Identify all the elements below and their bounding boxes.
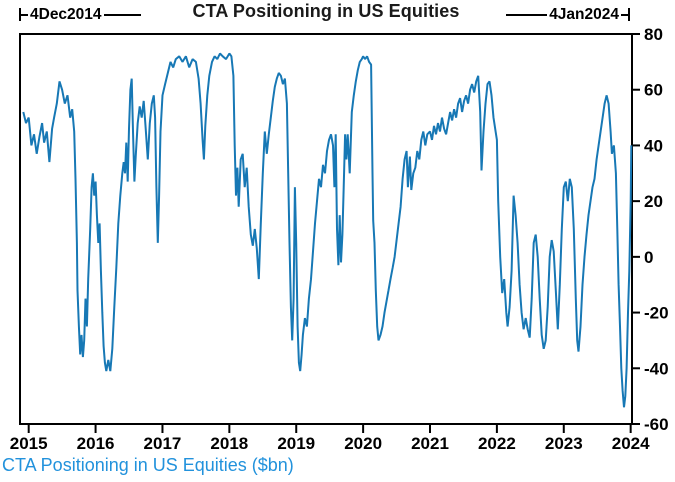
svg-text:2023: 2023 [545,434,583,453]
svg-text:2024: 2024 [612,434,650,453]
svg-text:-40: -40 [644,359,669,378]
svg-text:2018: 2018 [210,434,248,453]
end-date-label: 4Jan2024 [549,6,619,23]
start-bracket-line [21,13,28,16]
svg-text:2022: 2022 [478,434,516,453]
svg-text:2020: 2020 [344,434,382,453]
svg-text:2015: 2015 [10,434,48,453]
svg-text:60: 60 [644,81,663,100]
svg-text:40: 40 [644,136,663,155]
start-bracket-tick-icon [19,8,21,21]
y-axis-ticks: 80 60 40 20 0 -20 -40 -60 [633,25,669,434]
end-bracket-tick-icon [628,8,630,21]
svg-text:-20: -20 [644,304,669,323]
end-bracket-line [621,13,628,16]
plot-border [19,33,633,425]
start-date-annotation: 4Dec2014 [19,7,141,22]
start-date-label: 4Dec2014 [30,6,102,23]
svg-text:80: 80 [644,25,663,44]
svg-text:2017: 2017 [144,434,182,453]
svg-text:0: 0 [644,248,653,267]
svg-text:2021: 2021 [411,434,449,453]
cta-series-line [22,52,633,408]
x-axis-ticks: 2015 2016 2017 2018 2019 2020 2021 2022 2023 2024 [10,425,650,453]
svg-text:2019: 2019 [277,434,315,453]
svg-text:20: 20 [644,192,663,211]
end-range-line [506,13,548,16]
start-range-line [103,13,141,16]
end-date-annotation: 4Jan2024 [506,7,630,22]
svg-text:2016: 2016 [77,434,115,453]
chart-title: CTA Positioning in US Equities [192,1,460,21]
svg-text:-60: -60 [644,415,669,434]
series-caption: CTA Positioning in US Equities ($bn) [2,455,294,475]
